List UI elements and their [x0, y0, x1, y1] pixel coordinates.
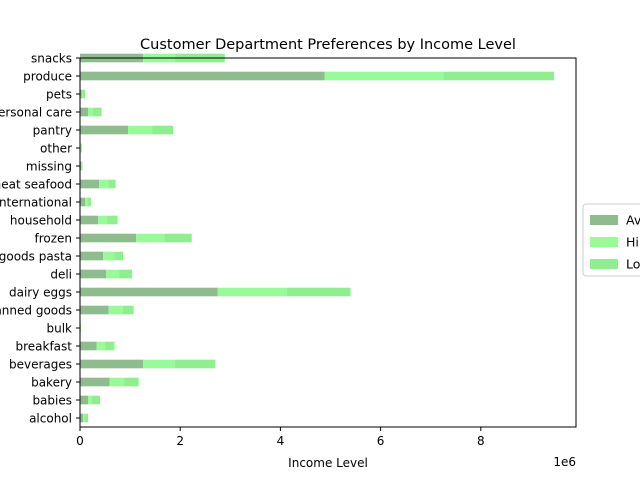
bar-international-lo	[88, 197, 92, 207]
bar-meat-seafood-hi	[99, 179, 109, 189]
bar-personal-care-lo	[93, 107, 102, 117]
y-tick-label: household	[10, 214, 72, 228]
y-tick-label: babies	[32, 394, 72, 408]
x-tick-label: 8	[477, 434, 485, 448]
y-tick-label: deli	[50, 268, 72, 282]
bar-produce-av	[80, 71, 325, 81]
bar-babies-lo	[92, 395, 101, 405]
bar-other-lo	[81, 143, 82, 153]
y-tick-label: produce	[23, 70, 72, 84]
bar-canned-goods-lo	[122, 305, 134, 315]
bar-meat-seafood-lo	[108, 179, 116, 189]
bar-international-hi	[85, 197, 89, 207]
x-axis-ticks: 0 2 4 6 8	[76, 427, 485, 448]
x-axis-offset-label: 1e6	[553, 455, 576, 469]
bar-dry-goods-pasta-hi	[103, 251, 115, 261]
bar-pantry-lo	[152, 125, 174, 135]
bar-babies-av	[80, 395, 89, 405]
x-tick-label: 4	[277, 434, 285, 448]
bar-pantry-hi	[128, 125, 153, 135]
bar-frozen-av	[80, 233, 137, 243]
chart-title: Customer Department Preferences by Incom…	[140, 37, 516, 53]
bar-breakfast-av	[80, 341, 97, 351]
bar-meat-seafood-av	[80, 179, 100, 189]
y-tick-label: dairy eggs	[9, 286, 72, 300]
y-tick-label: meat seafood	[0, 178, 72, 192]
bar-beverages-lo	[174, 359, 216, 369]
bar-household-lo	[107, 215, 118, 225]
y-tick-label: breakfast	[15, 340, 72, 354]
y-axis-ticks: alcohol babies bakery beverages breakfast bul…	[0, 52, 80, 426]
y-tick-label: canned goods	[0, 304, 72, 318]
bar-frozen-lo	[164, 233, 192, 243]
bar-personal-care-hi	[88, 107, 94, 117]
bar-alcohol-lo	[85, 413, 89, 423]
bar-household-hi	[98, 215, 108, 225]
bar-bakery-lo	[124, 377, 139, 387]
bar-dairy-eggs-hi	[217, 287, 287, 297]
legend-swatch-av	[590, 215, 618, 225]
bar-dairy-eggs-lo	[286, 287, 351, 297]
legend-label-av: Av	[626, 213, 640, 228]
bar-produce-hi	[324, 71, 444, 81]
bar-frozen-hi	[136, 233, 165, 243]
x-tick-label: 2	[176, 434, 184, 448]
x-axis-label: Income Level	[288, 456, 368, 470]
bar-breakfast-hi	[96, 341, 106, 351]
bar-deli-av	[80, 269, 107, 279]
bar-produce-lo	[443, 71, 554, 81]
bar-pets-av	[80, 89, 82, 99]
y-tick-label: other	[40, 142, 72, 156]
y-tick-label: pantry	[33, 124, 72, 138]
bar-pets-hi	[81, 89, 83, 99]
bar-missing-hi	[81, 161, 82, 171]
y-tick-label: bakery	[31, 376, 72, 390]
bar-alcohol-hi	[83, 413, 86, 423]
bar-dry-goods-pasta-av	[80, 251, 104, 261]
legend: Av Hi Lo	[582, 203, 640, 277]
bar-bakery-hi	[109, 377, 125, 387]
bar-deli-lo	[119, 269, 133, 279]
y-tick-label: bulk	[46, 322, 72, 336]
y-tick-label: dry goods pasta	[0, 250, 72, 264]
bar-international-av	[80, 197, 86, 207]
bar-beverages-hi	[143, 359, 175, 369]
bar-household-av	[80, 215, 99, 225]
x-tick-label: 0	[76, 434, 84, 448]
y-tick-label: missing	[26, 160, 72, 174]
bar-beverages-av	[80, 359, 144, 369]
legend-label-lo: Lo	[626, 257, 640, 272]
bar-personal-care-av	[80, 107, 89, 117]
bars-group	[80, 53, 554, 423]
legend-swatch-lo	[590, 259, 618, 269]
bar-pantry-av	[80, 125, 129, 135]
bar-dry-goods-pasta-lo	[114, 251, 124, 261]
y-tick-label: beverages	[9, 358, 72, 372]
bar-missing-lo	[81, 161, 83, 171]
y-tick-label: personal care	[0, 106, 72, 120]
bar-bakery-av	[80, 377, 110, 387]
x-tick-label: 6	[377, 434, 385, 448]
bar-babies-hi	[88, 395, 93, 405]
y-tick-label: pets	[46, 88, 72, 102]
y-tick-label: snacks	[31, 52, 72, 66]
bar-deli-hi	[106, 269, 120, 279]
legend-swatch-hi	[590, 237, 618, 247]
bar-dairy-eggs-av	[80, 287, 218, 297]
bar-alcohol-av	[80, 413, 84, 423]
y-tick-label: frozen	[34, 232, 72, 246]
bar-canned-goods-av	[80, 305, 109, 315]
y-tick-label: alcohol	[29, 412, 72, 426]
legend-label-hi: Hi	[626, 235, 639, 250]
bar-pets-lo	[82, 89, 86, 99]
plot-frame	[79, 57, 577, 428]
y-tick-label: international	[0, 196, 72, 210]
bar-canned-goods-hi	[108, 305, 123, 315]
bar-breakfast-lo	[105, 341, 115, 351]
